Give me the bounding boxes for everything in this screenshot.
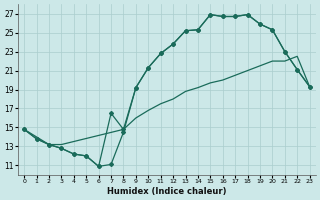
X-axis label: Humidex (Indice chaleur): Humidex (Indice chaleur): [107, 187, 227, 196]
